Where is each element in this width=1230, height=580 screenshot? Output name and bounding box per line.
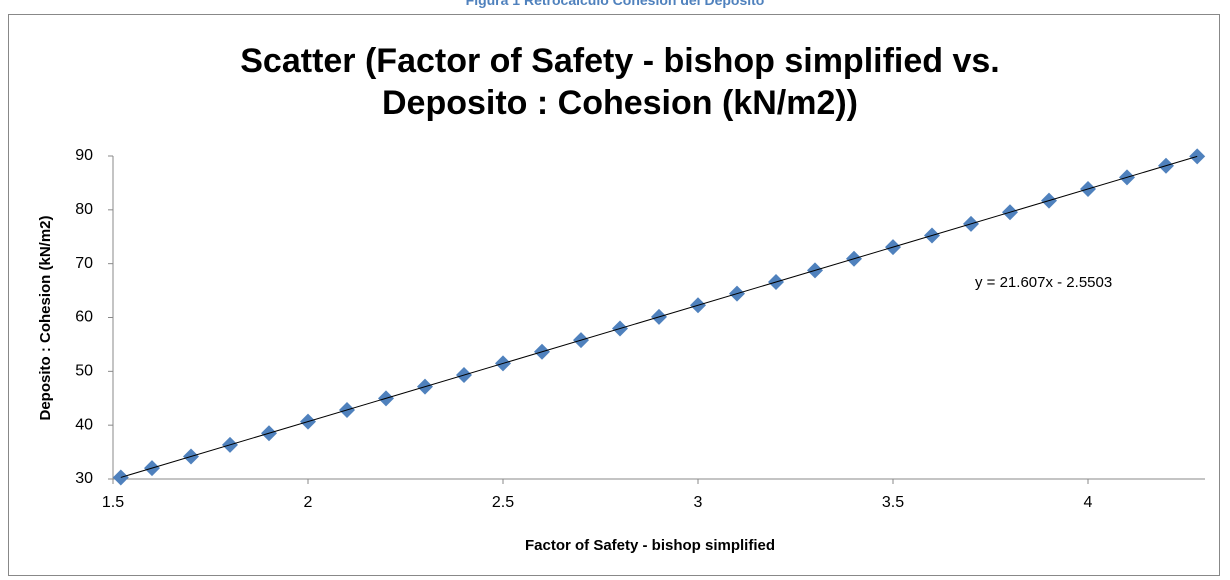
- x-tick-label: 2: [304, 494, 313, 511]
- trendline-equation: y = 21.607x - 2.5503: [975, 274, 1112, 291]
- x-tick-label: 2.5: [492, 494, 514, 511]
- y-tick-label: 60: [75, 309, 93, 326]
- x-tick-label: 1.5: [102, 494, 124, 511]
- x-tick-label: 4: [1084, 494, 1093, 511]
- y-tick-label: 30: [75, 470, 93, 487]
- y-axis-label: Deposito : Cohesion (kN/m2): [37, 215, 54, 420]
- x-axis-label: Factor of Safety - bishop simplified: [525, 537, 775, 554]
- x-tick-label: 3.5: [882, 494, 904, 511]
- point: [1189, 148, 1206, 165]
- y-tick-label: 80: [75, 201, 93, 218]
- y-tick-label: 90: [75, 147, 93, 164]
- chart-frame: [8, 14, 1220, 576]
- caption: Figura 1 Retrocalculo Cohesión del Depos…: [465, 0, 765, 8]
- y-tick-label: 70: [75, 255, 93, 272]
- chart-title: Scatter (Factor of Safety - bishop simpl…: [240, 42, 1000, 122]
- y-tick-label: 50: [75, 363, 93, 380]
- y-tick-label: 40: [75, 416, 93, 433]
- trendline: [120, 155, 1198, 478]
- point: [112, 469, 129, 486]
- x-tick-label: 3: [694, 494, 703, 511]
